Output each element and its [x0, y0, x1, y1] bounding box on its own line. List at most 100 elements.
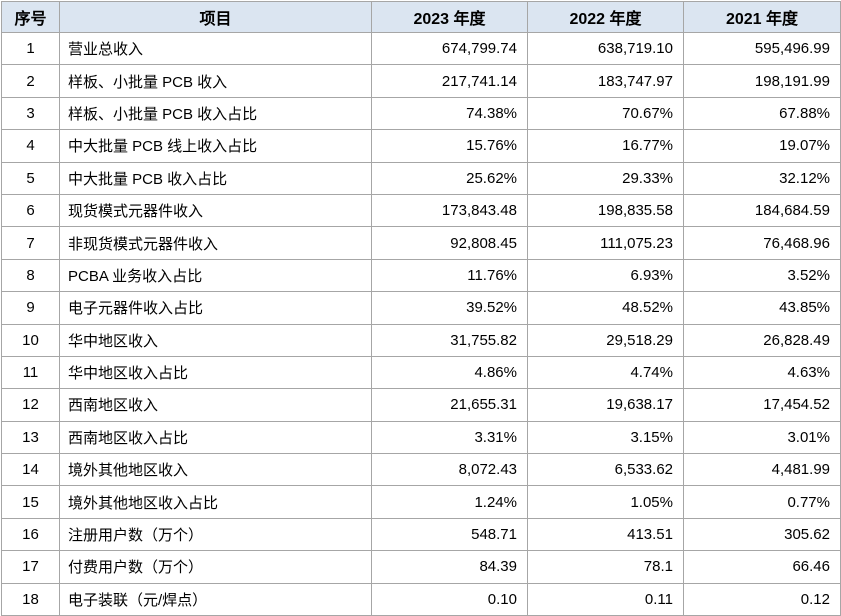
cell-2021: 595,496.99 [683, 31, 841, 66]
cell-2023: 8,072.43 [371, 453, 528, 487]
cell-2022: 48.52% [527, 291, 684, 325]
table-row: 14 境外其他地区收入 8,072.43 6,533.62 4,481.99 [1, 453, 841, 487]
table-row: 5 中大批量 PCB 收入占比 25.62% 29.33% 32.12% [1, 161, 841, 195]
cell-2021: 305.62 [683, 517, 841, 552]
cell-2022: 198,835.58 [527, 193, 684, 228]
cell-2021: 3.01% [683, 420, 841, 455]
cell-2021: 4.63% [683, 355, 841, 390]
cell-2022: 70.67% [527, 96, 684, 131]
table-row: 16 注册用户数（万个） 548.71 413.51 305.62 [1, 517, 841, 552]
cell-seq: 17 [1, 550, 60, 584]
table-body: 1 营业总收入 674,799.74 638,719.10 595,496.99 2 样板、… [1, 31, 841, 616]
cell-2022: 16.77% [527, 129, 684, 163]
cell-item: 电子元器件收入占比 [59, 291, 372, 325]
cell-seq: 10 [1, 323, 60, 357]
cell-2021: 4,481.99 [683, 453, 841, 487]
cell-seq: 2 [1, 64, 60, 98]
table-row: 1 营业总收入 674,799.74 638,719.10 595,496.99 [1, 31, 841, 66]
table-row: 18 电子装联（元/焊点） 0.10 0.11 0.12 [1, 582, 841, 616]
table-row: 10 华中地区收入 31,755.82 29,518.29 26,828.49 [1, 323, 841, 357]
cell-item: 电子装联（元/焊点） [59, 582, 372, 616]
cell-2022: 19,638.17 [527, 388, 684, 422]
cell-2021: 3.52% [683, 258, 841, 293]
cell-2021: 198,191.99 [683, 64, 841, 98]
cell-seq: 18 [1, 582, 60, 616]
cell-seq: 1 [1, 31, 60, 66]
cell-2022: 111,075.23 [527, 226, 684, 260]
cell-2021: 0.12 [683, 582, 841, 616]
cell-2023: 39.52% [371, 291, 528, 325]
table-row: 17 付费用户数（万个） 84.39 78.1 66.46 [1, 550, 841, 584]
cell-item: 中大批量 PCB 收入占比 [59, 161, 372, 195]
cell-2022: 1.05% [527, 485, 684, 519]
cell-2021: 76,468.96 [683, 226, 841, 260]
table-row: 9 电子元器件收入占比 39.52% 48.52% 43.85% [1, 291, 841, 325]
cell-seq: 15 [1, 485, 60, 519]
table-row: 4 中大批量 PCB 线上收入占比 15.76% 16.77% 19.07% [1, 129, 841, 163]
cell-2022: 6.93% [527, 258, 684, 293]
cell-2023: 1.24% [371, 485, 528, 519]
cell-2021: 0.77% [683, 485, 841, 519]
header-seq: 序号 [1, 1, 60, 33]
cell-seq: 14 [1, 453, 60, 487]
cell-item: 样板、小批量 PCB 收入 [59, 64, 372, 98]
cell-item: 华中地区收入 [59, 323, 372, 357]
header-2021: 2021 年度 [683, 1, 841, 33]
cell-item: 境外其他地区收入 [59, 453, 372, 487]
table-row: 11 华中地区收入占比 4.86% 4.74% 4.63% [1, 355, 841, 390]
cell-2022: 638,719.10 [527, 31, 684, 66]
cell-item: 境外其他地区收入占比 [59, 485, 372, 519]
cell-seq: 11 [1, 355, 60, 390]
cell-item: 非现货模式元器件收入 [59, 226, 372, 260]
cell-2022: 78.1 [527, 550, 684, 584]
cell-2023: 674,799.74 [371, 31, 528, 66]
cell-2022: 6,533.62 [527, 453, 684, 487]
cell-item: 中大批量 PCB 线上收入占比 [59, 129, 372, 163]
table-row: 2 样板、小批量 PCB 收入 217,741.14 183,747.97 198,19… [1, 64, 841, 98]
cell-item: 营业总收入 [59, 31, 372, 66]
cell-2022: 183,747.97 [527, 64, 684, 98]
cell-2023: 31,755.82 [371, 323, 528, 357]
cell-2021: 43.85% [683, 291, 841, 325]
cell-item: 注册用户数（万个） [59, 517, 372, 552]
cell-seq: 9 [1, 291, 60, 325]
cell-2022: 29.33% [527, 161, 684, 195]
cell-seq: 7 [1, 226, 60, 260]
cell-2023: 84.39 [371, 550, 528, 584]
table-row: 3 样板、小批量 PCB 收入占比 74.38% 70.67% 67.88% [1, 96, 841, 131]
cell-item: 付费用户数（万个） [59, 550, 372, 584]
cell-2021: 32.12% [683, 161, 841, 195]
cell-item: 现货模式元器件收入 [59, 193, 372, 228]
header-2022: 2022 年度 [527, 1, 684, 33]
cell-item: 华中地区收入占比 [59, 355, 372, 390]
cell-2023: 74.38% [371, 96, 528, 131]
cell-2021: 26,828.49 [683, 323, 841, 357]
cell-2021: 67.88% [683, 96, 841, 131]
cell-2023: 3.31% [371, 420, 528, 455]
cell-item: 西南地区收入占比 [59, 420, 372, 455]
cell-2021: 66.46 [683, 550, 841, 584]
cell-2023: 548.71 [371, 517, 528, 552]
table-row: 8 PCBA 业务收入占比 11.76% 6.93% 3.52% [1, 258, 841, 293]
cell-2021: 19.07% [683, 129, 841, 163]
table-row: 12 西南地区收入 21,655.31 19,638.17 17,454.52 [1, 388, 841, 422]
cell-2022: 3.15% [527, 420, 684, 455]
cell-2023: 15.76% [371, 129, 528, 163]
cell-seq: 12 [1, 388, 60, 422]
cell-2023: 21,655.31 [371, 388, 528, 422]
cell-2022: 0.11 [527, 582, 684, 616]
header-row: 序号 项目 2023 年度 2022 年度 2021 年度 [1, 1, 841, 33]
cell-2023: 4.86% [371, 355, 528, 390]
cell-item: 西南地区收入 [59, 388, 372, 422]
cell-seq: 6 [1, 193, 60, 228]
cell-2023: 11.76% [371, 258, 528, 293]
table-row: 7 非现货模式元器件收入 92,808.45 111,075.23 76,468.96 [1, 226, 841, 260]
cell-seq: 16 [1, 517, 60, 552]
cell-seq: 5 [1, 161, 60, 195]
cell-seq: 8 [1, 258, 60, 293]
cell-2022: 413.51 [527, 517, 684, 552]
cell-item: 样板、小批量 PCB 收入占比 [59, 96, 372, 131]
cell-2021: 17,454.52 [683, 388, 841, 422]
table-row: 6 现货模式元器件收入 173,843.48 198,835.58 184,684.59 [1, 193, 841, 228]
